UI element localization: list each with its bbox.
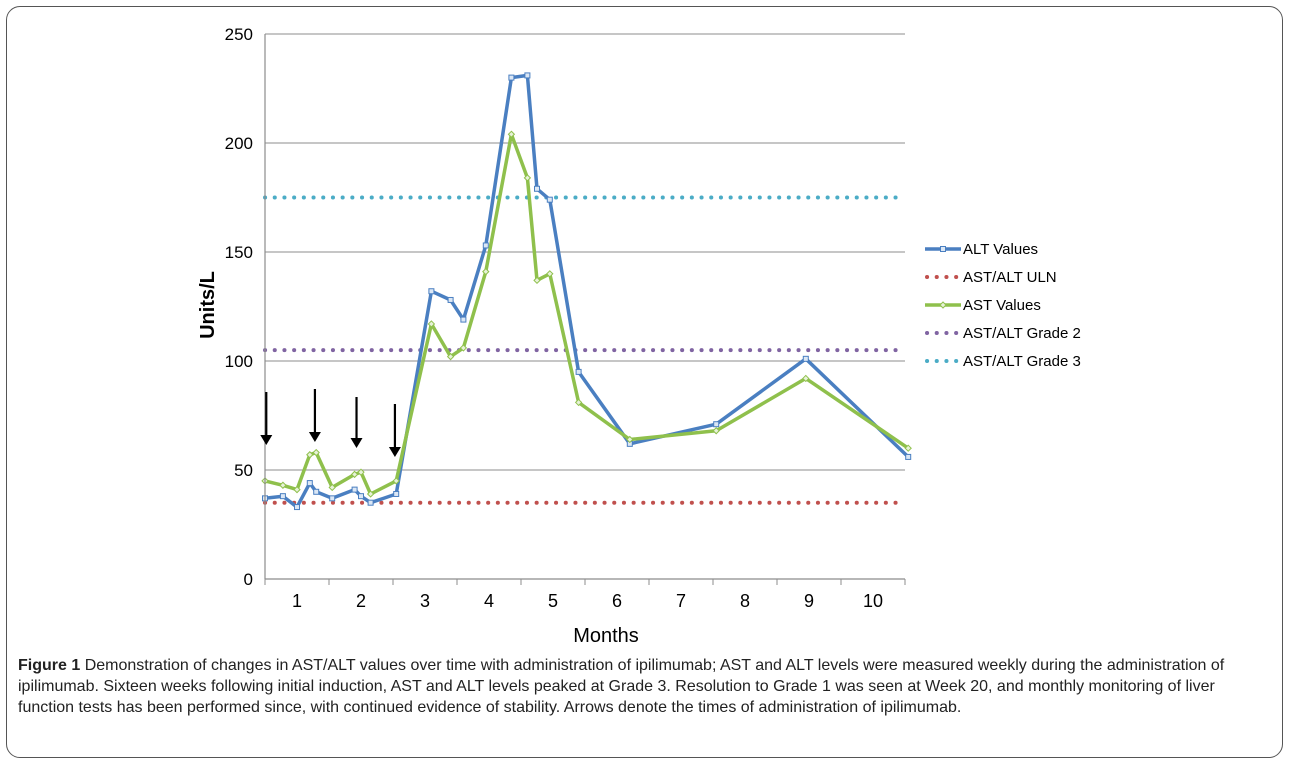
arrow-head [388,447,401,457]
arrow-head [350,438,363,448]
data-point [306,480,313,487]
x-tick-label: 8 [740,591,750,611]
series-line [264,132,910,496]
data-point [626,435,634,444]
legend-label: AST/ALT Grade 3 [963,353,1081,370]
reference-lines [263,195,907,505]
data-point [329,495,336,502]
data-series [261,72,912,511]
figure-caption: Figure 1 Demonstration of changes in AST… [18,655,1273,718]
data-point [574,398,583,407]
data-point [351,486,358,493]
legend: ALT Values AST/ALT ULN AST Values AST/ALT G… [925,241,1081,370]
data-point [393,490,400,497]
legend-marker [940,246,946,252]
data-point [358,493,364,500]
data-point [904,444,912,452]
data-point [293,485,301,494]
axes: 0 50 100 150 200 250 1 2 3 4 5 6 7 8 9 10 [225,25,906,611]
data-point [713,421,720,428]
data-point [294,504,300,511]
x-tick-label: 1 [292,591,302,611]
figure-label: Figure 1 [18,657,81,674]
y-axis-label: Units/L [197,271,219,339]
x-tick-label: 2 [356,591,366,611]
x-axis-label: Months [573,625,639,647]
x-tick-label: 9 [804,591,814,611]
data-point [459,344,468,352]
data-point [534,185,540,192]
data-point [533,276,541,285]
data-point [446,352,455,361]
data-point [802,374,810,383]
data-point [508,74,515,81]
y-tick-label: 0 [244,570,253,589]
data-point [328,483,336,492]
series-line [264,73,910,509]
data-point [802,355,809,362]
data-point [712,427,720,435]
x-tick-label: 6 [612,591,622,611]
figure-caption-text: Demonstration of changes in AST/ALT valu… [18,657,1225,716]
data-point [546,196,553,203]
y-tick-label: 250 [225,25,253,44]
data-point [482,267,490,276]
figure-frame [6,6,1283,758]
legend-label: AST/ALT Grade 2 [963,325,1081,342]
data-point [279,481,287,489]
x-tick-label: 5 [548,591,558,611]
data-point [460,316,467,323]
administration-arrows [260,389,401,457]
x-tick-label: 4 [484,591,494,611]
data-point [313,488,320,495]
data-point [546,270,554,278]
data-point [482,242,489,249]
data-point [306,451,314,459]
x-tick-label: 3 [420,591,430,611]
data-point [575,368,582,375]
arrow-head [260,435,273,445]
data-point [392,477,400,485]
arrow-head [308,432,321,442]
data-point [428,288,435,295]
y-tick-label: 50 [234,461,253,480]
legend-label: AST Values [963,297,1041,314]
data-point [524,72,531,79]
data-point [367,499,374,506]
data-point [366,490,375,498]
gridlines [265,33,905,471]
data-point [507,130,516,138]
data-point [279,493,286,500]
data-point [905,453,912,460]
y-tick-label: 200 [225,134,253,153]
data-point [350,470,359,479]
y-tick-label: 100 [225,352,253,371]
legend-marker [939,301,947,309]
y-tick-label: 150 [225,243,253,262]
data-point [427,320,436,328]
x-tick-label: 7 [676,591,686,611]
data-point [357,468,365,476]
data-point [447,296,454,303]
legend-label: AST/ALT ULN [963,269,1057,286]
data-point [312,448,320,457]
x-tick-label: 10 [863,591,883,611]
legend-label: ALT Values [963,241,1038,258]
data-point [523,174,532,182]
line-chart: 0 50 100 150 200 250 1 2 3 4 5 6 7 8 9 10 ALT Values AST… [197,25,1081,647]
